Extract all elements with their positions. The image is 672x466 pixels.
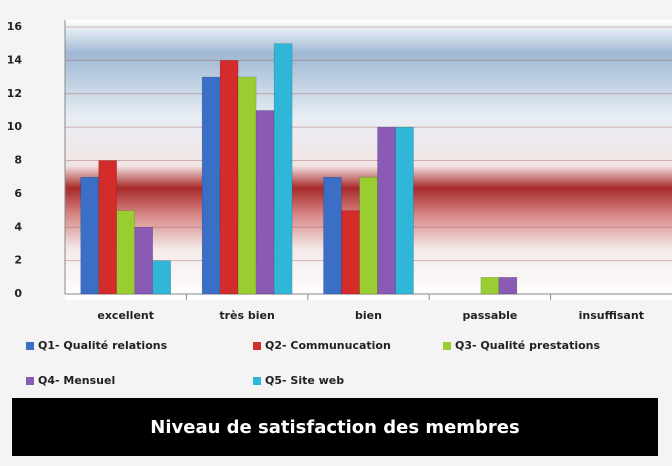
legend-swatch (253, 342, 261, 350)
x-tick-label: passable (462, 309, 517, 322)
bar (116, 210, 135, 295)
y-tick-label: 8 (14, 154, 22, 167)
y-tick-label: 2 (14, 254, 22, 267)
title-box (12, 398, 658, 456)
chart-title: Niveau de satisfaction des membres (150, 417, 519, 438)
x-tick-label: excellent (97, 309, 154, 322)
legend-swatch (26, 342, 34, 350)
bar (377, 126, 396, 295)
bar (80, 176, 99, 295)
y-tick-label: 10 (7, 120, 23, 133)
y-tick-label: 4 (14, 220, 22, 233)
y-tick-label: 6 (14, 187, 22, 200)
x-tick-label: bien (355, 309, 382, 322)
y-tick-label: 12 (7, 87, 22, 100)
bar (237, 76, 257, 295)
bar (480, 277, 500, 295)
bar (359, 176, 378, 295)
legend-swatch (253, 377, 261, 385)
bar (341, 210, 360, 295)
x-tick-label: très bien (219, 309, 274, 322)
legend-label: Q4- Mensuel (38, 374, 115, 387)
y-tick-label: 0 (14, 287, 22, 300)
bar (98, 160, 117, 295)
y-tick-label: 14 (7, 53, 23, 66)
bar (255, 110, 275, 295)
legend-label: Q2- Communucation (265, 339, 391, 352)
legend-label: Q1- Qualité relations (38, 339, 168, 352)
x-tick-label: insuffisant (579, 309, 644, 322)
bar (219, 60, 239, 295)
bar (273, 43, 293, 295)
legend-swatch (443, 342, 451, 350)
bar (395, 126, 414, 295)
legend-label: Q3- Qualité prestations (455, 339, 600, 352)
bar (152, 260, 171, 295)
bar (134, 227, 153, 295)
y-tick-label: 16 (7, 20, 23, 33)
bar (323, 176, 342, 295)
bar (201, 76, 221, 295)
legend-label: Q5- Site web (265, 374, 344, 387)
bar (498, 277, 518, 295)
legend-swatch (26, 377, 34, 385)
